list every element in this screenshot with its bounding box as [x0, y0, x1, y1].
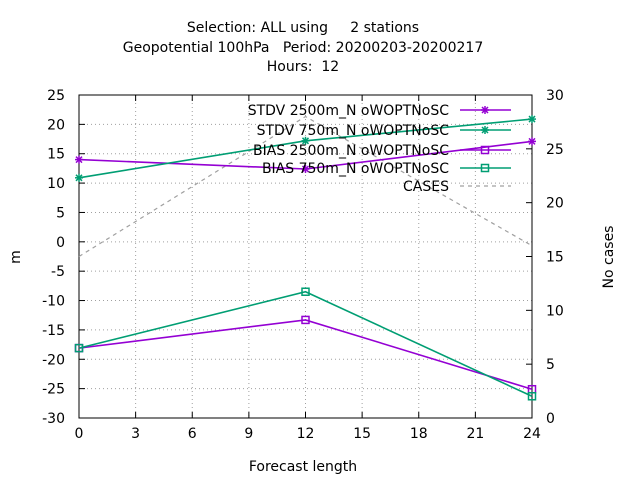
- y-tick-label: -5: [51, 264, 65, 280]
- series-1: [75, 115, 536, 182]
- y2-axis-label: No cases: [601, 226, 617, 289]
- legend-label: CASES: [403, 179, 449, 195]
- x-tick-label: 3: [131, 426, 140, 442]
- x-tick-label: 18: [410, 426, 428, 442]
- x-tick-label: 24: [523, 426, 541, 442]
- legend-label: STDV 2500m_N oWOPTNoSC: [248, 103, 450, 119]
- legend-label: BIAS 2500m_N oWOPTNoSC: [253, 143, 449, 159]
- marker-stroke: [75, 174, 83, 182]
- legend-entry: CASES: [403, 179, 511, 195]
- series-0: [75, 137, 536, 173]
- y-tick-label: 15: [47, 147, 65, 163]
- y-tick-label: -15: [42, 323, 65, 339]
- legend: STDV 2500m_N oWOPTNoSC STDV 750m_N oWOPTN…: [248, 103, 511, 195]
- point-star-marker: [528, 115, 536, 124]
- x-tick-label: 0: [75, 426, 84, 442]
- legend-entry: BIAS 750m_N oWOPTNoSC: [262, 161, 511, 177]
- y2-tick-label: 25: [546, 142, 564, 158]
- series-3: [74, 287, 537, 401]
- y2-tick-label: 0: [546, 411, 555, 427]
- marker-stroke: [481, 126, 489, 134]
- point-star-marker: [75, 155, 83, 164]
- series: [74, 115, 537, 401]
- x-tick-label: 21: [466, 426, 484, 442]
- y2-tick-label: 30: [546, 88, 564, 104]
- series-line: [78, 319, 533, 390]
- point-star-marker: [481, 106, 489, 114]
- point-square-marker: [480, 163, 490, 173]
- title-line-3: Hours: 12: [267, 59, 339, 75]
- y-tick-label: 20: [47, 117, 65, 133]
- x-tick-label: 15: [353, 426, 371, 442]
- y-tick-label: 10: [47, 176, 65, 192]
- legend-entry: STDV 750m_N oWOPTNoSC: [257, 123, 511, 139]
- title-line-1: Selection: ALL using 2 stations: [187, 20, 419, 36]
- point-star-marker: [481, 126, 489, 134]
- y-tick-label: 0: [56, 235, 65, 251]
- point-square-marker: [480, 145, 490, 155]
- marker-stroke: [301, 137, 310, 145]
- legend-entry: BIAS 2500m_N oWOPTNoSC: [253, 143, 511, 159]
- point-square-marker: [74, 343, 84, 353]
- y2-tick-label: 10: [546, 303, 564, 319]
- y-axis-label: m: [8, 250, 24, 264]
- marker-stroke: [75, 156, 83, 164]
- x-tick-label: 9: [244, 426, 253, 442]
- legend-label: STDV 750m_N oWOPTNoSC: [257, 123, 450, 139]
- point-square-marker: [527, 392, 537, 401]
- point-square-marker: [301, 315, 310, 325]
- series-line: [78, 290, 533, 397]
- point-star-marker: [301, 136, 310, 145]
- x-tick-label: 12: [297, 426, 315, 442]
- title: Selection: ALL using 2 stations Geopoten…: [123, 20, 483, 75]
- axis-ticks: 0 3 6 9 12 15 18 21 24 25 20 15 10 5 0 -5 -10 -15 -20 -25 -3…: [42, 88, 564, 442]
- y-tick-label: 25: [47, 88, 65, 104]
- y-tick-label: 5: [56, 205, 65, 221]
- y-tick-label: -30: [42, 411, 65, 427]
- y-tick-label: -20: [42, 352, 65, 368]
- point-star-marker: [75, 173, 83, 182]
- x-axis-label: Forecast length: [249, 459, 357, 475]
- legend-entry: STDV 2500m_N oWOPTNoSC: [248, 103, 511, 119]
- point-star-marker: [528, 137, 536, 146]
- marker-stroke: [481, 106, 489, 114]
- x-tick-label: 6: [188, 426, 197, 442]
- marker-stroke: [528, 137, 536, 145]
- y2-tick-label: 15: [546, 250, 564, 266]
- marker-stroke: [528, 115, 536, 123]
- y2-tick-label: 20: [546, 196, 564, 212]
- y-tick-label: -25: [42, 382, 65, 398]
- y2-tick-label: 5: [546, 357, 555, 373]
- y-tick-label: -10: [42, 294, 65, 310]
- point-star-marker: [301, 164, 310, 173]
- title-line-2: Geopotential 100hPa Period: 20200203-202…: [123, 40, 483, 56]
- legend-label: BIAS 750m_N oWOPTNoSC: [262, 161, 449, 177]
- series-line: [78, 115, 533, 258]
- series-4: [78, 115, 533, 258]
- point-square-marker: [301, 287, 310, 296]
- marker-stroke: [301, 165, 310, 173]
